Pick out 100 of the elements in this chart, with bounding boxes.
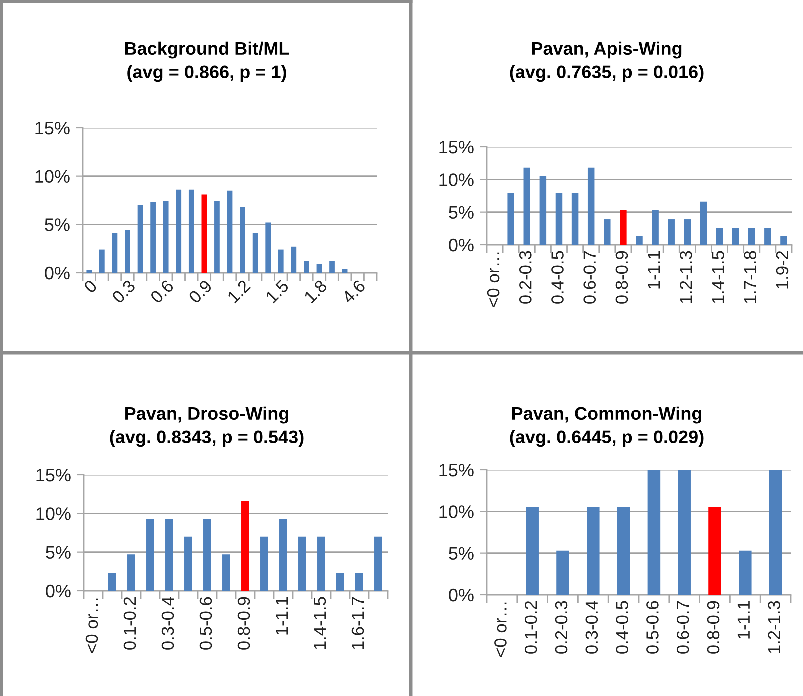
bar: [652, 210, 659, 245]
bar: [150, 202, 156, 273]
bar: [668, 220, 675, 245]
y-tick-label: 10%: [36, 170, 70, 184]
bar: [278, 250, 284, 273]
y-tick-label: 5%: [449, 547, 474, 560]
bar: [125, 230, 130, 273]
bar: [636, 236, 643, 245]
bar: [620, 210, 627, 245]
bar: [684, 220, 692, 245]
bar: [342, 269, 348, 273]
x-tick-label: 0.2-0.3: [555, 601, 568, 654]
y-tick-label: 0%: [46, 584, 71, 598]
x-tick-label: 0.4-0.5: [616, 601, 628, 654]
bar: [739, 550, 752, 595]
bar: [240, 207, 246, 273]
bar: [166, 519, 174, 591]
bar: [780, 236, 788, 245]
x-tick-label: 0.1-0.2: [524, 601, 538, 654]
y-tick-label: 0%: [449, 238, 474, 252]
bar: [318, 536, 326, 591]
y-tick-label: 15%: [440, 141, 474, 154]
bar: [587, 508, 600, 595]
bar: [304, 261, 310, 273]
bar: [316, 264, 322, 273]
x-tick-label: 1-1.1: [738, 601, 750, 639]
y-tick-label: 5%: [45, 218, 70, 232]
bar: [280, 519, 288, 591]
bar: [556, 193, 563, 245]
bar: [252, 233, 258, 273]
bar: [540, 176, 547, 245]
x-tick-label: 1.2-1.3: [768, 601, 780, 654]
chart-title: Pavan, Droso-Wing (avg. 0.8343, p = 0.543): [110, 406, 304, 448]
y-tick-label: 15%: [36, 469, 71, 482]
y-tick-label: 10%: [440, 506, 474, 518]
x-tick-label: 1.9-2: [776, 251, 789, 289]
bar: [526, 508, 539, 595]
bar: [108, 573, 116, 591]
x-tick-label: 0.6: [150, 279, 175, 304]
bar: [604, 220, 611, 245]
bar: [214, 201, 220, 273]
bar: [298, 536, 306, 591]
x-tick-label: 0.1-0.2: [124, 597, 136, 650]
y-tick-label: 15%: [440, 464, 474, 477]
bar: [176, 190, 182, 273]
bar: [266, 222, 272, 273]
x-tick-label: 0.3-0.4: [586, 601, 598, 654]
x-tick-label: 1.4-1.5: [314, 597, 326, 650]
y-tick-label: 10%: [36, 508, 71, 520]
y-tick-label: 0%: [449, 588, 474, 602]
x-tick-label: 1.6-1.7: [352, 597, 364, 650]
x-tick-label: 1.2-1.3: [680, 251, 692, 304]
x-tick-label: 0.8-0.9: [616, 251, 628, 304]
bar: [572, 193, 579, 245]
bar: [708, 508, 722, 595]
y-tick-label: 15%: [36, 122, 70, 135]
x-tick-label: 0.8-0.9: [238, 597, 250, 650]
x-tick-label: 0.3-0.4: [162, 597, 174, 650]
bar: [556, 550, 570, 595]
y-tick-label: 0%: [45, 266, 70, 280]
bar: [508, 193, 514, 245]
bar: [163, 201, 169, 273]
bar: [188, 190, 194, 273]
bar: [764, 228, 772, 245]
bar: [184, 536, 192, 591]
bar: [260, 536, 268, 591]
x-tick-label: 1.4-1.5: [712, 251, 724, 304]
bar: [374, 536, 382, 591]
x-tick-label: 0.8-0.9: [707, 601, 720, 654]
bar: [291, 246, 297, 273]
x-tick-label: 0.5-0.6: [646, 601, 659, 654]
chart-title: Pavan, Common-Wing (avg. 0.6445, p = 0.029): [510, 406, 704, 448]
bar: [227, 190, 233, 273]
x-tick-label: 0.6-0.7: [584, 251, 596, 304]
x-tick-label: 1.5: [265, 280, 290, 304]
bar: [128, 554, 136, 591]
bar: [202, 194, 208, 273]
bar: [617, 508, 630, 595]
bar: [336, 573, 344, 591]
y-tick-label: 5%: [449, 206, 474, 220]
bar: [588, 168, 595, 245]
x-tick-label: 0.9: [188, 279, 213, 304]
x-tick-label: 1.7-1.8: [744, 251, 757, 304]
bar: [678, 470, 691, 595]
bar: [222, 554, 230, 591]
bar: [99, 250, 105, 273]
bar: [716, 228, 724, 245]
bar: [112, 233, 118, 273]
bar: [86, 270, 92, 273]
x-tick-label: 0.4-0.5: [552, 251, 564, 304]
x-tick-label: 0.6-0.7: [676, 601, 690, 654]
x-tick-label: 0.3: [111, 279, 136, 304]
chart-title: Pavan, Apis-Wing (avg. 0.7635, p = 0.016): [510, 42, 704, 82]
x-tick-label: 4.6: [341, 279, 366, 304]
x-tick-label: <0 or…: [494, 602, 507, 658]
bar: [356, 573, 364, 591]
y-tick-label: 5%: [46, 546, 71, 560]
x-tick-label: <0 or…: [487, 252, 500, 308]
bar: [204, 519, 212, 591]
bar: [138, 205, 144, 273]
